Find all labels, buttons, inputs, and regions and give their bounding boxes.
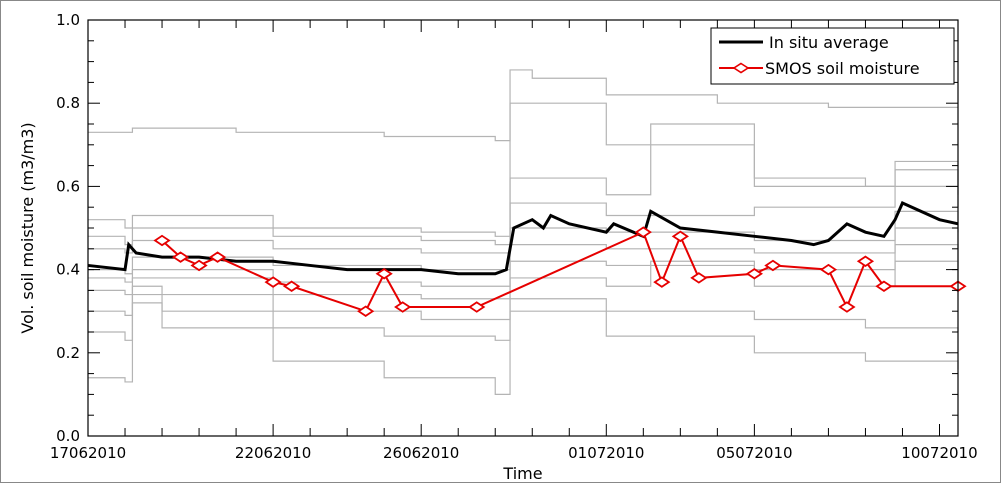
x-tick-label: 26062010: [383, 444, 459, 462]
x-tick-label: 01072010: [568, 444, 644, 462]
y-tick-label: 0.8: [56, 94, 80, 112]
x-tick-label: 22062010: [235, 444, 311, 462]
smos-point-15: [745, 268, 764, 280]
station-line-2: [88, 102, 959, 237]
x-tick-label: 17062010: [50, 444, 126, 462]
plot-frame: [87, 19, 959, 437]
smos-point-14: [690, 272, 708, 284]
x-axis-label: Time: [502, 464, 542, 483]
station-line-4: [88, 185, 959, 254]
smos-point-12: [653, 276, 671, 288]
smos-point-7: [357, 305, 375, 317]
smos-point-8: [375, 268, 393, 280]
series-lines-group: [87, 201, 967, 317]
y-tick-label: 0.4: [56, 261, 80, 279]
smos-point-19: [856, 255, 875, 268]
legend-label-smos: SMOS soil moisture: [765, 59, 920, 78]
station-line-3: [88, 123, 959, 246]
smos-point-16: [764, 259, 782, 272]
smos-point-17: [819, 263, 838, 276]
ticks-group: 0.0 0.2 0.4 0.6 0.8 1.0 17062010 22062010 260620…: [50, 11, 978, 462]
y-tick-label: 0.0: [56, 427, 80, 445]
legend-marker-smos: [732, 62, 750, 74]
smos-point-20: [875, 280, 893, 292]
smos-point-1: [153, 234, 171, 247]
in-situ-average-line: [87, 201, 959, 276]
y-tick-label: 1.0: [56, 11, 80, 29]
smos-point-5: [264, 276, 282, 288]
y-tick-label: 0.2: [56, 344, 80, 362]
smos-point-18: [838, 301, 856, 313]
smos-point-3: [190, 259, 208, 272]
smos-point-10: [468, 301, 486, 313]
station-line-5: [88, 210, 959, 275]
legend: In situ average SMOS soil moisture: [710, 27, 955, 85]
legend-label-in-situ: In situ average: [769, 33, 889, 52]
y-axis-label: Vol. soil moisture (m3/m3): [18, 122, 37, 333]
smos-point-2: [171, 251, 190, 263]
smos-soil-moisture-line: [161, 230, 958, 313]
y-tick-label: 0.6: [56, 177, 80, 195]
station-lines-group: [88, 69, 959, 395]
legend-box: [710, 27, 955, 85]
smos-point-9: [394, 301, 412, 313]
x-tick-label: 10072010: [901, 444, 977, 462]
smos-point-6: [282, 280, 301, 292]
x-tick-label: 05072010: [716, 444, 792, 462]
smos-point-4: [208, 251, 227, 263]
station-line-10: [88, 302, 959, 395]
smos-point-11: [634, 226, 652, 238]
smos-point-13: [671, 230, 689, 243]
